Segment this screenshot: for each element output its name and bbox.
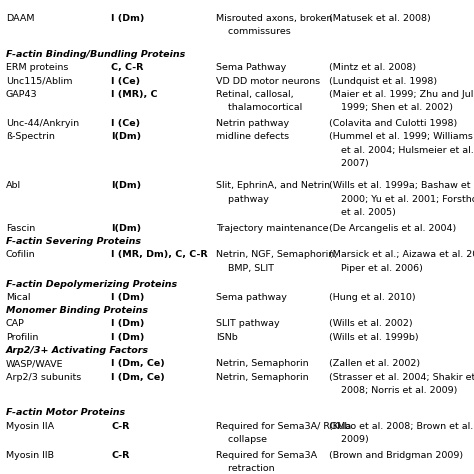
Text: I (MR), C: I (MR), C bbox=[111, 90, 158, 99]
Text: (Wills et al. 1999b): (Wills et al. 1999b) bbox=[329, 333, 419, 342]
Text: (Wills et al. 2002): (Wills et al. 2002) bbox=[329, 319, 413, 328]
Text: BMP, SLIT: BMP, SLIT bbox=[216, 264, 273, 273]
Text: (Strasser et al. 2004; Shakir et al.: (Strasser et al. 2004; Shakir et al. bbox=[329, 373, 474, 382]
Text: I (MR, Dm), C, C-R: I (MR, Dm), C, C-R bbox=[111, 250, 208, 259]
Text: C-R: C-R bbox=[111, 451, 130, 460]
Text: et al. 2004; Hulsmeier et al.: et al. 2004; Hulsmeier et al. bbox=[329, 146, 474, 155]
Text: I (Dm): I (Dm) bbox=[111, 14, 145, 23]
Text: Unc-44/Ankryin: Unc-44/Ankryin bbox=[6, 119, 79, 128]
Text: Sema pathway: Sema pathway bbox=[216, 293, 287, 302]
Text: (Kubo et al. 2008; Brown et al.: (Kubo et al. 2008; Brown et al. bbox=[329, 422, 474, 431]
Text: Netrin, Semaphorin: Netrin, Semaphorin bbox=[216, 373, 308, 382]
Text: C, C-R: C, C-R bbox=[111, 64, 144, 73]
Text: Required for Sema3A: Required for Sema3A bbox=[216, 451, 317, 460]
Text: ISNb: ISNb bbox=[216, 333, 237, 342]
Text: Cofilin: Cofilin bbox=[6, 250, 35, 259]
Text: WASP/WAVE: WASP/WAVE bbox=[6, 359, 63, 368]
Text: I (Ce): I (Ce) bbox=[111, 77, 140, 86]
Text: (Maier et al. 1999; Zhu and Julien: (Maier et al. 1999; Zhu and Julien bbox=[329, 90, 474, 99]
Text: Monomer Binding Proteins: Monomer Binding Proteins bbox=[6, 306, 148, 315]
Text: Netrin, NGF, Semaphorin,: Netrin, NGF, Semaphorin, bbox=[216, 250, 337, 259]
Text: C-R: C-R bbox=[111, 422, 130, 431]
Text: I (Ce): I (Ce) bbox=[111, 119, 140, 128]
Text: Piper et al. 2006): Piper et al. 2006) bbox=[329, 264, 423, 273]
Text: I(Dm): I(Dm) bbox=[111, 132, 142, 141]
Text: Unc115/Ablim: Unc115/Ablim bbox=[6, 77, 72, 86]
Text: Required for Sema3A/ RGMa: Required for Sema3A/ RGMa bbox=[216, 422, 351, 431]
Text: VD DD motor neurons: VD DD motor neurons bbox=[216, 77, 320, 86]
Text: Arp2/3+ Activating Factors: Arp2/3+ Activating Factors bbox=[6, 346, 149, 355]
Text: (Colavita and Culotti 1998): (Colavita and Culotti 1998) bbox=[329, 119, 458, 128]
Text: GAP43: GAP43 bbox=[6, 90, 37, 99]
Text: Mical: Mical bbox=[6, 293, 30, 302]
Text: Netrin pathway: Netrin pathway bbox=[216, 119, 289, 128]
Text: midline defects: midline defects bbox=[216, 132, 289, 141]
Text: I (Dm): I (Dm) bbox=[111, 333, 145, 342]
Text: Slit, EphrinA, and Netrin: Slit, EphrinA, and Netrin bbox=[216, 182, 330, 191]
Text: Misrouted axons, broken: Misrouted axons, broken bbox=[216, 14, 332, 23]
Text: F-actin Binding/Bundling Proteins: F-actin Binding/Bundling Proteins bbox=[6, 50, 185, 59]
Text: F-actin Motor Proteins: F-actin Motor Proteins bbox=[6, 409, 125, 418]
Text: thalamocortical: thalamocortical bbox=[216, 103, 302, 112]
Text: 1999; Shen et al. 2002): 1999; Shen et al. 2002) bbox=[329, 103, 454, 112]
Text: 2008; Norris et al. 2009): 2008; Norris et al. 2009) bbox=[329, 386, 458, 395]
Text: Netrin, Semaphorin: Netrin, Semaphorin bbox=[216, 359, 308, 368]
Text: Myosin IIB: Myosin IIB bbox=[6, 451, 54, 460]
Text: I (Dm, Ce): I (Dm, Ce) bbox=[111, 373, 165, 382]
Text: (De Arcangelis et al. 2004): (De Arcangelis et al. 2004) bbox=[329, 224, 456, 233]
Text: I (Dm): I (Dm) bbox=[111, 293, 145, 302]
Text: (Hummel et al. 1999; Williams: (Hummel et al. 1999; Williams bbox=[329, 132, 474, 141]
Text: 2007): 2007) bbox=[329, 159, 369, 168]
Text: ß-Spectrin: ß-Spectrin bbox=[6, 132, 55, 141]
Text: 2000; Yu et al. 2001; Forsthoefel: 2000; Yu et al. 2001; Forsthoefel bbox=[329, 195, 474, 204]
Text: SLIT pathway: SLIT pathway bbox=[216, 319, 279, 328]
Text: commissures: commissures bbox=[216, 27, 291, 36]
Text: (Marsick et al.; Aizawa et al. 2001;: (Marsick et al.; Aizawa et al. 2001; bbox=[329, 250, 474, 259]
Text: Abl: Abl bbox=[6, 182, 21, 191]
Text: (Hung et al. 2010): (Hung et al. 2010) bbox=[329, 293, 416, 302]
Text: I(Dm): I(Dm) bbox=[111, 224, 142, 233]
Text: Arp2/3 subunits: Arp2/3 subunits bbox=[6, 373, 81, 382]
Text: collapse: collapse bbox=[216, 435, 267, 444]
Text: et al. 2005): et al. 2005) bbox=[329, 208, 396, 217]
Text: 2009): 2009) bbox=[329, 435, 369, 444]
Text: Myosin IIA: Myosin IIA bbox=[6, 422, 54, 431]
Text: DAAM: DAAM bbox=[6, 14, 34, 23]
Text: (Brown and Bridgman 2009): (Brown and Bridgman 2009) bbox=[329, 451, 464, 460]
Text: Retinal, callosal,: Retinal, callosal, bbox=[216, 90, 293, 99]
Text: I(Dm): I(Dm) bbox=[111, 182, 142, 191]
Text: ERM proteins: ERM proteins bbox=[6, 64, 68, 73]
Text: Trajectory maintenance: Trajectory maintenance bbox=[216, 224, 328, 233]
Text: pathway: pathway bbox=[216, 195, 269, 204]
Text: F-actin Severing Proteins: F-actin Severing Proteins bbox=[6, 237, 141, 246]
Text: F-actin Depolymerizing Proteins: F-actin Depolymerizing Proteins bbox=[6, 280, 177, 289]
Text: Sema Pathway: Sema Pathway bbox=[216, 64, 286, 73]
Text: I (Dm, Ce): I (Dm, Ce) bbox=[111, 359, 165, 368]
Text: Profilin: Profilin bbox=[6, 333, 38, 342]
Text: retraction: retraction bbox=[216, 464, 274, 473]
Text: Fascin: Fascin bbox=[6, 224, 35, 233]
Text: (Matusek et al. 2008): (Matusek et al. 2008) bbox=[329, 14, 431, 23]
Text: CAP: CAP bbox=[6, 319, 25, 328]
Text: (Lundquist et al. 1998): (Lundquist et al. 1998) bbox=[329, 77, 438, 86]
Text: (Zallen et al. 2002): (Zallen et al. 2002) bbox=[329, 359, 420, 368]
Text: I (Dm): I (Dm) bbox=[111, 319, 145, 328]
Text: (Wills et al. 1999a; Bashaw et al.: (Wills et al. 1999a; Bashaw et al. bbox=[329, 182, 474, 191]
Text: (Mintz et al. 2008): (Mintz et al. 2008) bbox=[329, 64, 417, 73]
